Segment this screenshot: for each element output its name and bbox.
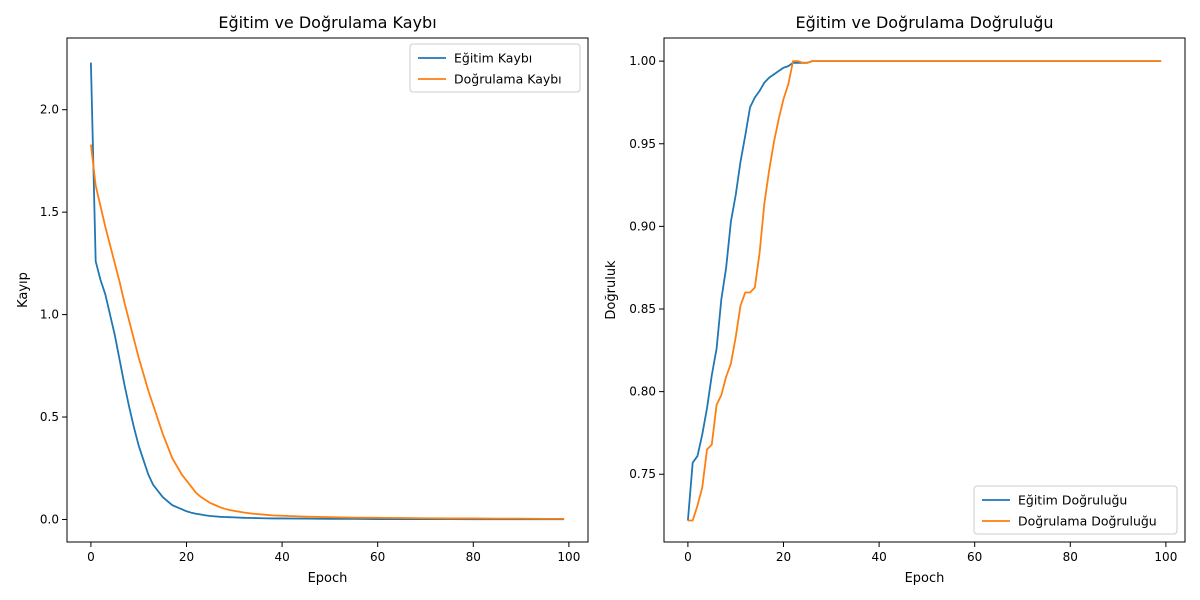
legend: Eğitim Kaybı Doğrulama Kaybı — [409, 43, 581, 93]
y-tick-label: 1.00 — [629, 54, 656, 68]
x-tick-label: 40 — [274, 550, 289, 564]
x-axis-label: Epoch — [905, 571, 945, 586]
x-tick-label: 20 — [179, 550, 194, 564]
series-line-1 — [90, 144, 565, 520]
x-tick-label: 0 — [684, 550, 692, 564]
x-tick-label: 0 — [87, 550, 95, 564]
legend-label-0: Eğitim Kaybı — [454, 51, 532, 66]
y-axis-label: Doğruluk — [604, 260, 619, 320]
x-tick-label: 40 — [871, 550, 886, 564]
y-tick-label: 1.5 — [40, 205, 59, 219]
x-tick-label: 60 — [370, 550, 385, 564]
series-line-0 — [687, 60, 1162, 521]
series-line-0 — [90, 62, 565, 521]
plot-frame — [663, 37, 1186, 543]
legend-label-0: Eğitim Doğruluğu — [1018, 493, 1127, 508]
y-tick-label: 0.5 — [40, 410, 59, 424]
x-tick-label: 100 — [1154, 550, 1177, 564]
y-tick-label: 0.95 — [629, 137, 656, 151]
legend-label-1: Doğrulama Doğruluğu — [1018, 514, 1157, 529]
x-tick-label: 100 — [557, 550, 580, 564]
y-tick-label: 0.75 — [629, 467, 656, 481]
y-tick-label: 0.0 — [40, 512, 59, 526]
series-lines — [687, 60, 1162, 522]
legend-box — [409, 43, 581, 93]
legend-label-1: Doğrulama Kaybı — [454, 72, 562, 87]
legend: Eğitim Doğruluğu Doğrulama Doğruluğu — [973, 485, 1178, 535]
x-tick-label: 80 — [466, 550, 481, 564]
accuracy-chart: Eğitim ve Doğrulama Doğruluğu 0 20 40 60 80 10… — [604, 13, 1186, 586]
chart-title: Eğitim ve Doğrulama Doğruluğu — [795, 13, 1053, 32]
x-tick-label: 20 — [776, 550, 791, 564]
series-line-1 — [687, 60, 1162, 522]
x-axis-label: Epoch — [308, 571, 348, 586]
y-tick-label: 0.85 — [629, 302, 656, 316]
y-tick-label: 1.0 — [40, 308, 59, 322]
plot-frame — [66, 37, 589, 543]
series-lines — [90, 62, 565, 521]
y-axis-label: Kayıp — [16, 272, 31, 308]
x-tick-label: 80 — [1063, 550, 1078, 564]
y-tick-label: 2.0 — [40, 103, 59, 117]
y-tick-label: 0.80 — [629, 385, 656, 399]
y-tick-label: 0.90 — [629, 219, 656, 233]
x-tick-label: 60 — [967, 550, 982, 564]
legend-box — [973, 485, 1178, 535]
loss-chart: Eğitim ve Doğrulama Kaybı 0 20 40 60 80 100 0.0… — [16, 13, 589, 586]
chart-title: Eğitim ve Doğrulama Kaybı — [218, 13, 436, 32]
